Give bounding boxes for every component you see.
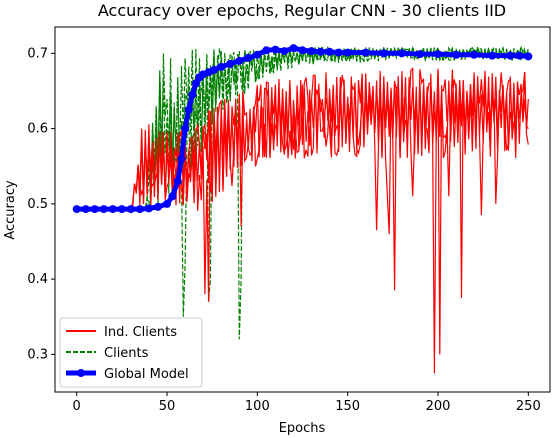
- x-tick-label: 150: [335, 399, 360, 414]
- global-model-point: [253, 50, 262, 59]
- global-model-point: [163, 199, 171, 208]
- legend: Ind. Clients Clients Global Model: [59, 317, 203, 388]
- global-model-point: [99, 205, 108, 214]
- legend-label: Ind. Clients: [104, 325, 177, 340]
- x-tick-label: 250: [516, 399, 541, 414]
- y-tick-label: 0.5: [27, 197, 48, 212]
- global-model-point: [135, 205, 144, 214]
- global-model-point: [90, 205, 99, 214]
- global-model-point: [506, 51, 515, 60]
- y-tick-label: 0.7: [27, 46, 48, 61]
- global-model-point: [298, 46, 307, 55]
- global-model-point: [280, 47, 289, 56]
- legend-entry: Global Model: [66, 367, 189, 382]
- y-axis: 0.3 0.4 0.5 0.6 0.7: [27, 46, 55, 362]
- global-model-point: [325, 47, 334, 56]
- x-tick-label: 0: [73, 399, 81, 414]
- global-model-point: [81, 205, 90, 214]
- global-model-point: [154, 202, 162, 211]
- ind-clients-series: [76, 67, 529, 374]
- global-model-point: [488, 51, 497, 60]
- global-model-point: [307, 47, 316, 56]
- global-model-point: [144, 204, 153, 213]
- chart-title: Accuracy over epochs, Regular CNN - 30 c…: [98, 1, 506, 20]
- global-model-point: [343, 48, 352, 57]
- global-model-point: [415, 50, 424, 59]
- y-axis-title: Accuracy: [3, 180, 18, 240]
- global-model-point: [316, 47, 325, 56]
- ind-clients-line: [76, 68, 529, 210]
- global-model-point: [191, 79, 200, 88]
- global-model-point: [262, 46, 271, 55]
- legend-marker: [77, 369, 85, 377]
- x-axis: 0 50 100 150 200 250: [73, 392, 541, 414]
- global-model-series: [72, 44, 533, 214]
- global-model-point: [470, 50, 479, 59]
- global-model-point: [117, 205, 126, 214]
- global-model-point: [173, 177, 182, 186]
- legend-entry: Clients: [66, 346, 149, 361]
- global-model-point: [271, 45, 280, 54]
- global-model-point: [184, 105, 193, 114]
- global-model-point: [379, 49, 388, 58]
- global-model-point: [289, 44, 298, 53]
- y-tick-label: 0.3: [27, 347, 48, 362]
- y-tick-label: 0.4: [27, 272, 48, 287]
- global-model-point: [244, 53, 253, 62]
- global-model-point: [72, 205, 81, 214]
- global-model-point: [168, 192, 177, 201]
- legend-label: Global Model: [104, 367, 189, 382]
- global-model-point: [452, 50, 461, 59]
- plot-frame: [54, 26, 551, 393]
- global-model-point: [434, 50, 442, 59]
- legend-box: [59, 317, 203, 388]
- global-model-point: [334, 48, 343, 57]
- global-model-point: [226, 59, 235, 68]
- global-model-point: [181, 124, 190, 133]
- global-model-point: [126, 205, 135, 214]
- global-model-point: [210, 65, 218, 74]
- x-tick-label: 100: [245, 399, 270, 414]
- plot-area: [72, 44, 533, 374]
- global-model-point: [397, 49, 406, 58]
- legend-label: Clients: [104, 346, 149, 361]
- global-model-point: [188, 90, 197, 99]
- global-model-point: [177, 154, 186, 163]
- legend-entry: Ind. Clients: [66, 325, 177, 340]
- y-tick-label: 0.6: [27, 122, 48, 137]
- global-model-point: [235, 56, 244, 65]
- x-tick-label: 50: [159, 399, 176, 414]
- x-axis-title: Epochs: [279, 421, 326, 436]
- global-model-point: [217, 62, 226, 71]
- global-model-point: [524, 52, 533, 61]
- global-model-point: [361, 48, 370, 57]
- global-model-point: [108, 205, 117, 214]
- x-tick-label: 200: [426, 399, 451, 414]
- global-model-point: [515, 51, 524, 60]
